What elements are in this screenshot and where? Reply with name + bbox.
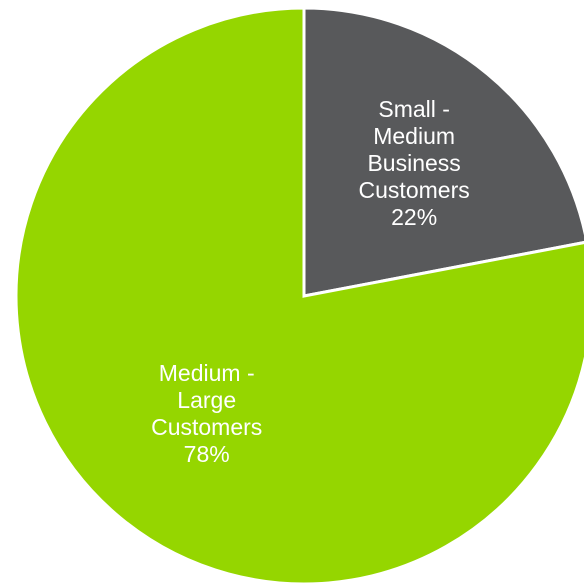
pie-slice-label-line: Medium - xyxy=(159,360,255,386)
pie-slice-value-label: 78% xyxy=(184,441,230,467)
pie-slice-label-line: Large xyxy=(177,387,236,413)
pie-slice-label-line: Medium xyxy=(373,123,455,149)
pie-slice-label-line: Small - xyxy=(378,96,450,122)
pie-slice-label-1: Small -Medium Business Customers 22% xyxy=(359,96,470,230)
pie-slice-value-label: 22% xyxy=(391,204,437,230)
pie-slice-label-2: Medium -Large Customers 78% xyxy=(151,360,262,467)
pie-slice-label-line: Customers xyxy=(359,177,470,203)
slices-layer xyxy=(14,6,584,585)
pie-slice-2 xyxy=(14,6,584,585)
pie-slice-1 xyxy=(302,6,584,298)
pie-slice-label-line: Business xyxy=(367,150,460,176)
labels-layer: Small -Medium Business Customers 22%Medium … xyxy=(151,96,470,467)
pie-slice-label-line: Customers xyxy=(151,414,262,440)
